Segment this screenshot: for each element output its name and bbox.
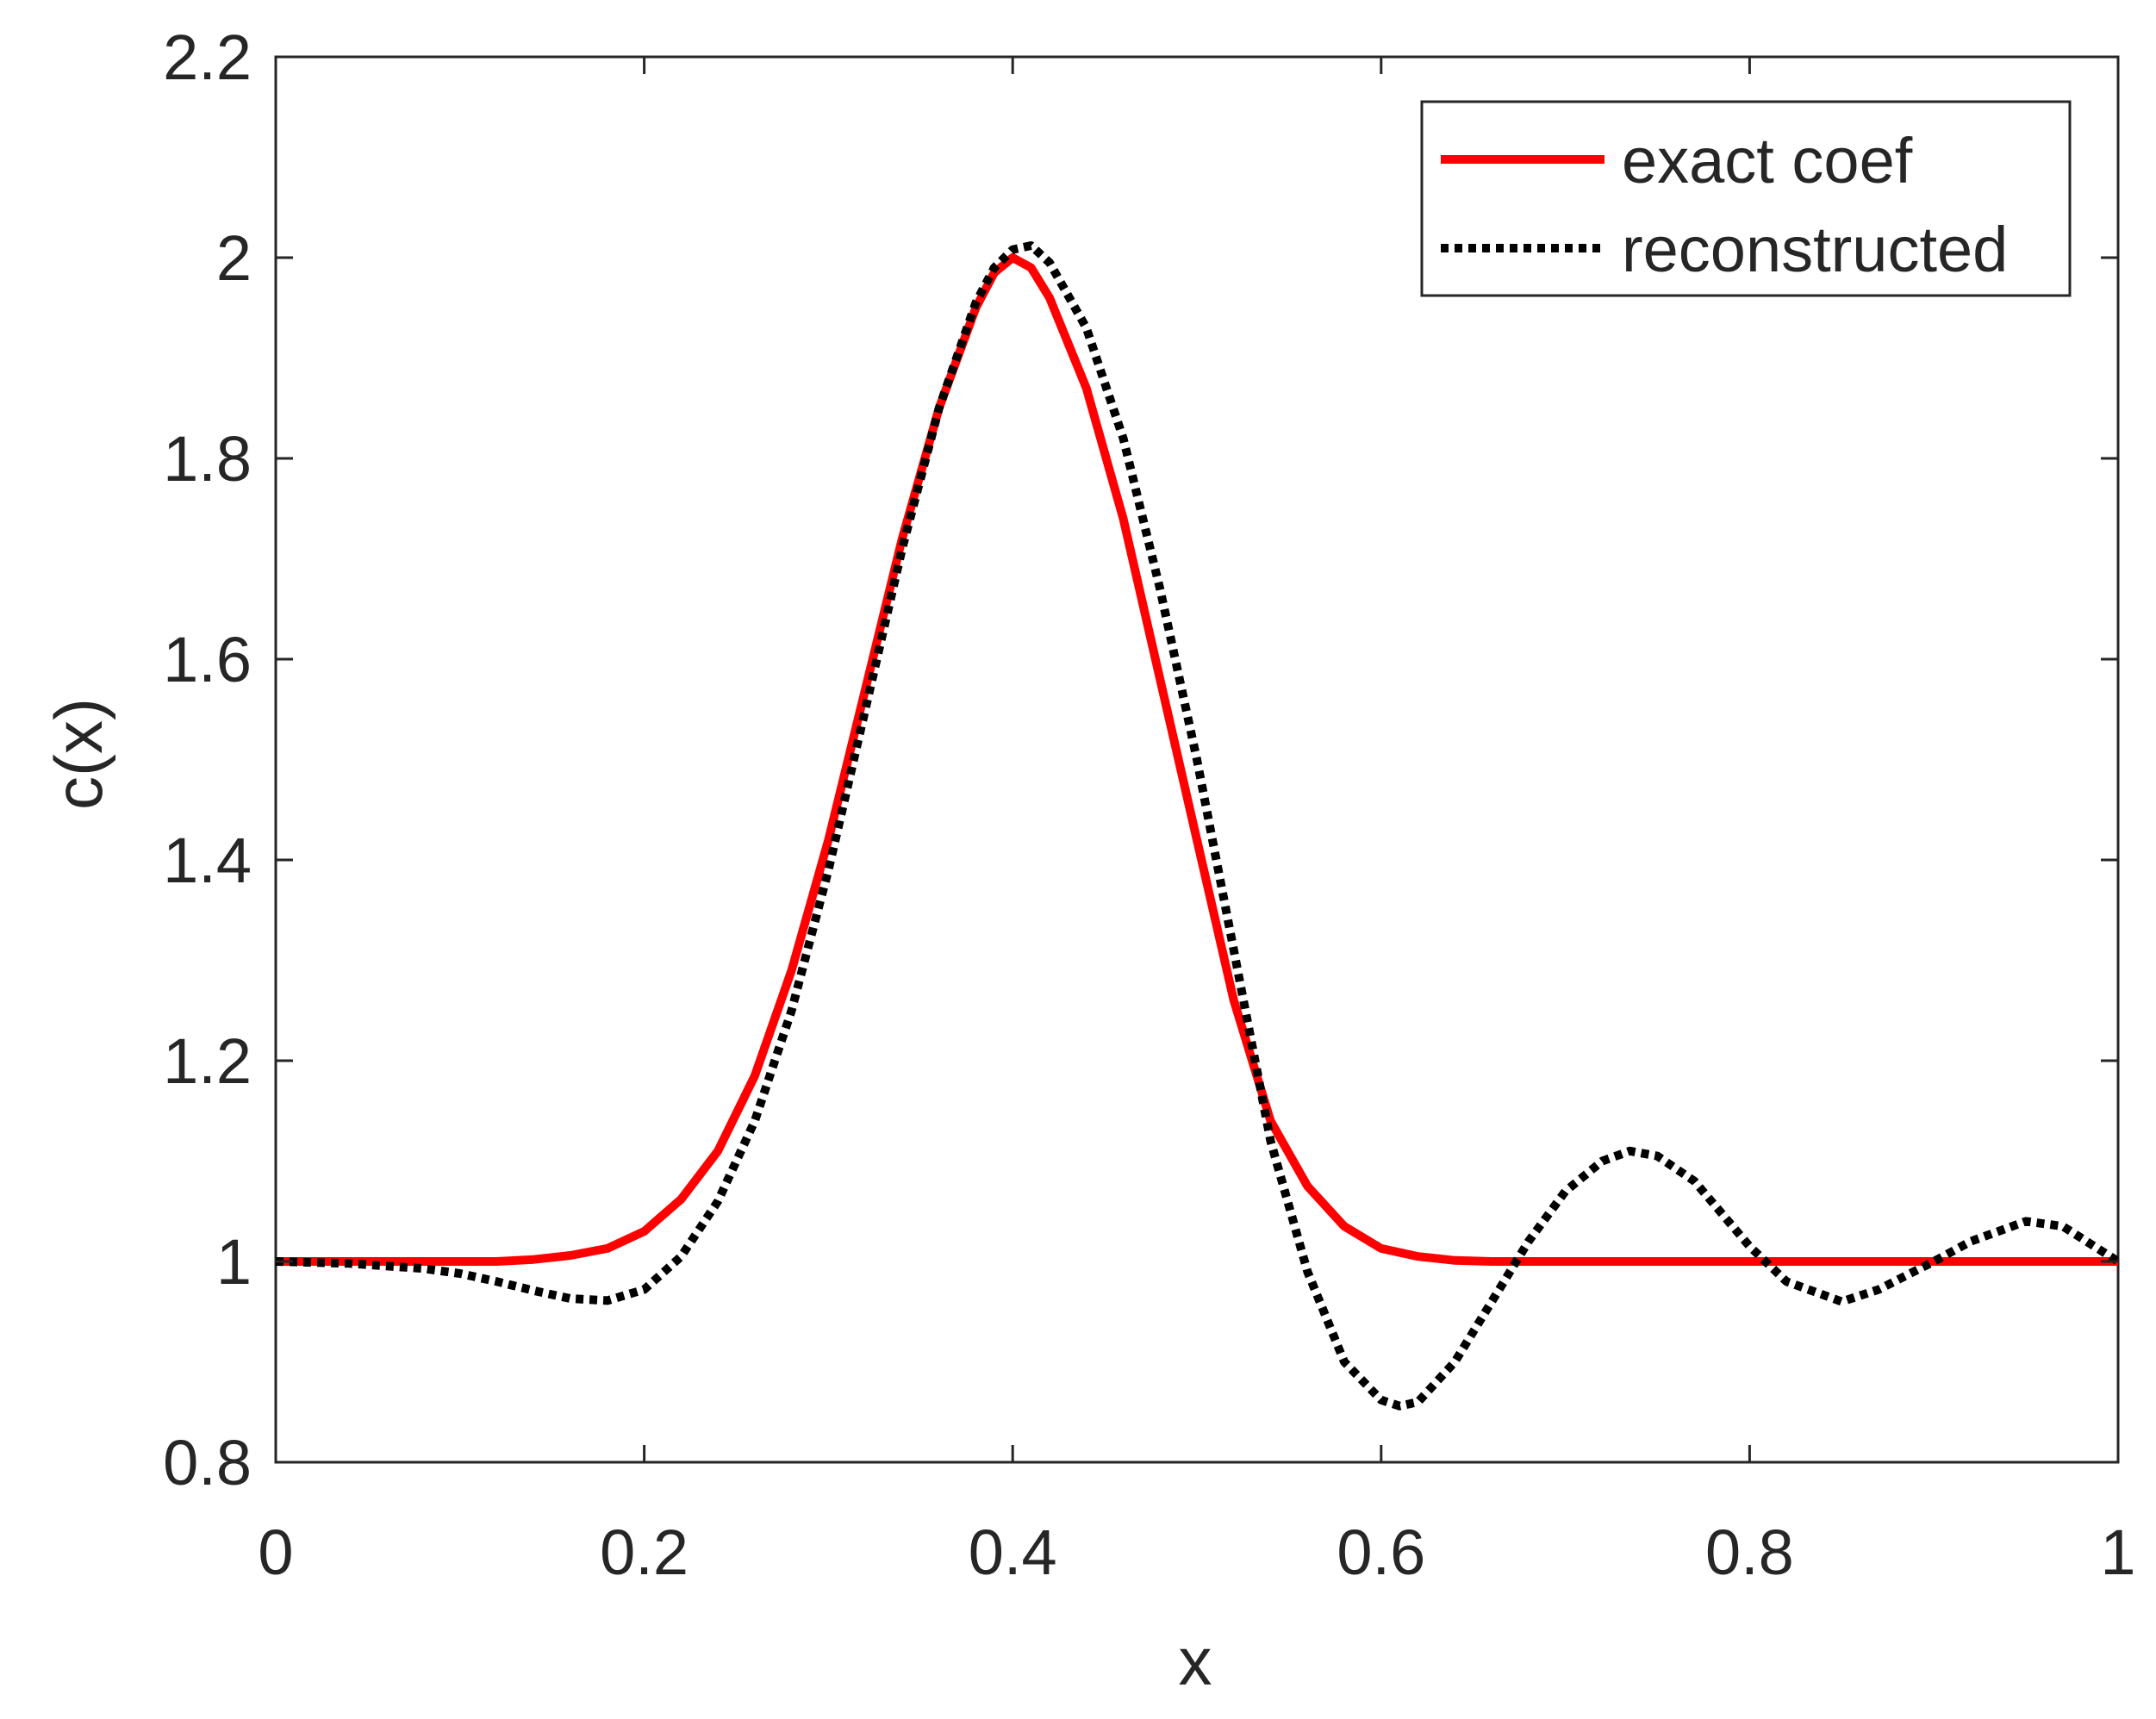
- x-tick-label: 0.8: [1705, 1517, 1794, 1588]
- x-tick-label: 0: [258, 1517, 293, 1588]
- y-tick-label: 1: [216, 1226, 252, 1298]
- axes-box: [274, 55, 2120, 1464]
- y-tick-label: 1.8: [163, 423, 252, 495]
- y-axis-label: c(x): [41, 698, 116, 810]
- x-tick-label: 0.6: [1337, 1517, 1425, 1588]
- x-axis-label: x: [1179, 1623, 1212, 1699]
- y-tick-label: 1.2: [163, 1025, 252, 1097]
- legend-label-reconstructed: reconstructed: [1622, 214, 2008, 285]
- y-tick-label: 2: [216, 222, 252, 294]
- y-tick-label: 1.6: [163, 624, 252, 695]
- x-tick-label: 0.4: [969, 1517, 1057, 1588]
- legend: exact coef reconstructed: [1420, 100, 2072, 297]
- x-tick-label: 1: [2100, 1517, 2135, 1588]
- y-tick-label: 1.4: [163, 825, 252, 896]
- series-line-exact-coef: [276, 253, 2118, 1266]
- y-tick-label: 0.8: [163, 1427, 252, 1498]
- legend-box: [1420, 100, 2072, 297]
- x-axis-ticks: 0 0.2 0.4 0.6 0.8 1: [258, 57, 2136, 1588]
- plot-area: [274, 55, 2120, 1464]
- x-tick-label: 0.2: [600, 1517, 689, 1588]
- y-axis-ticks: 0.8 1 1.2 1.4 1.6 1.8 2 2.2: [163, 22, 2118, 1498]
- y-tick-label: 2.2: [163, 22, 252, 93]
- legend-label-exact-coef: exact coef: [1622, 125, 1913, 196]
